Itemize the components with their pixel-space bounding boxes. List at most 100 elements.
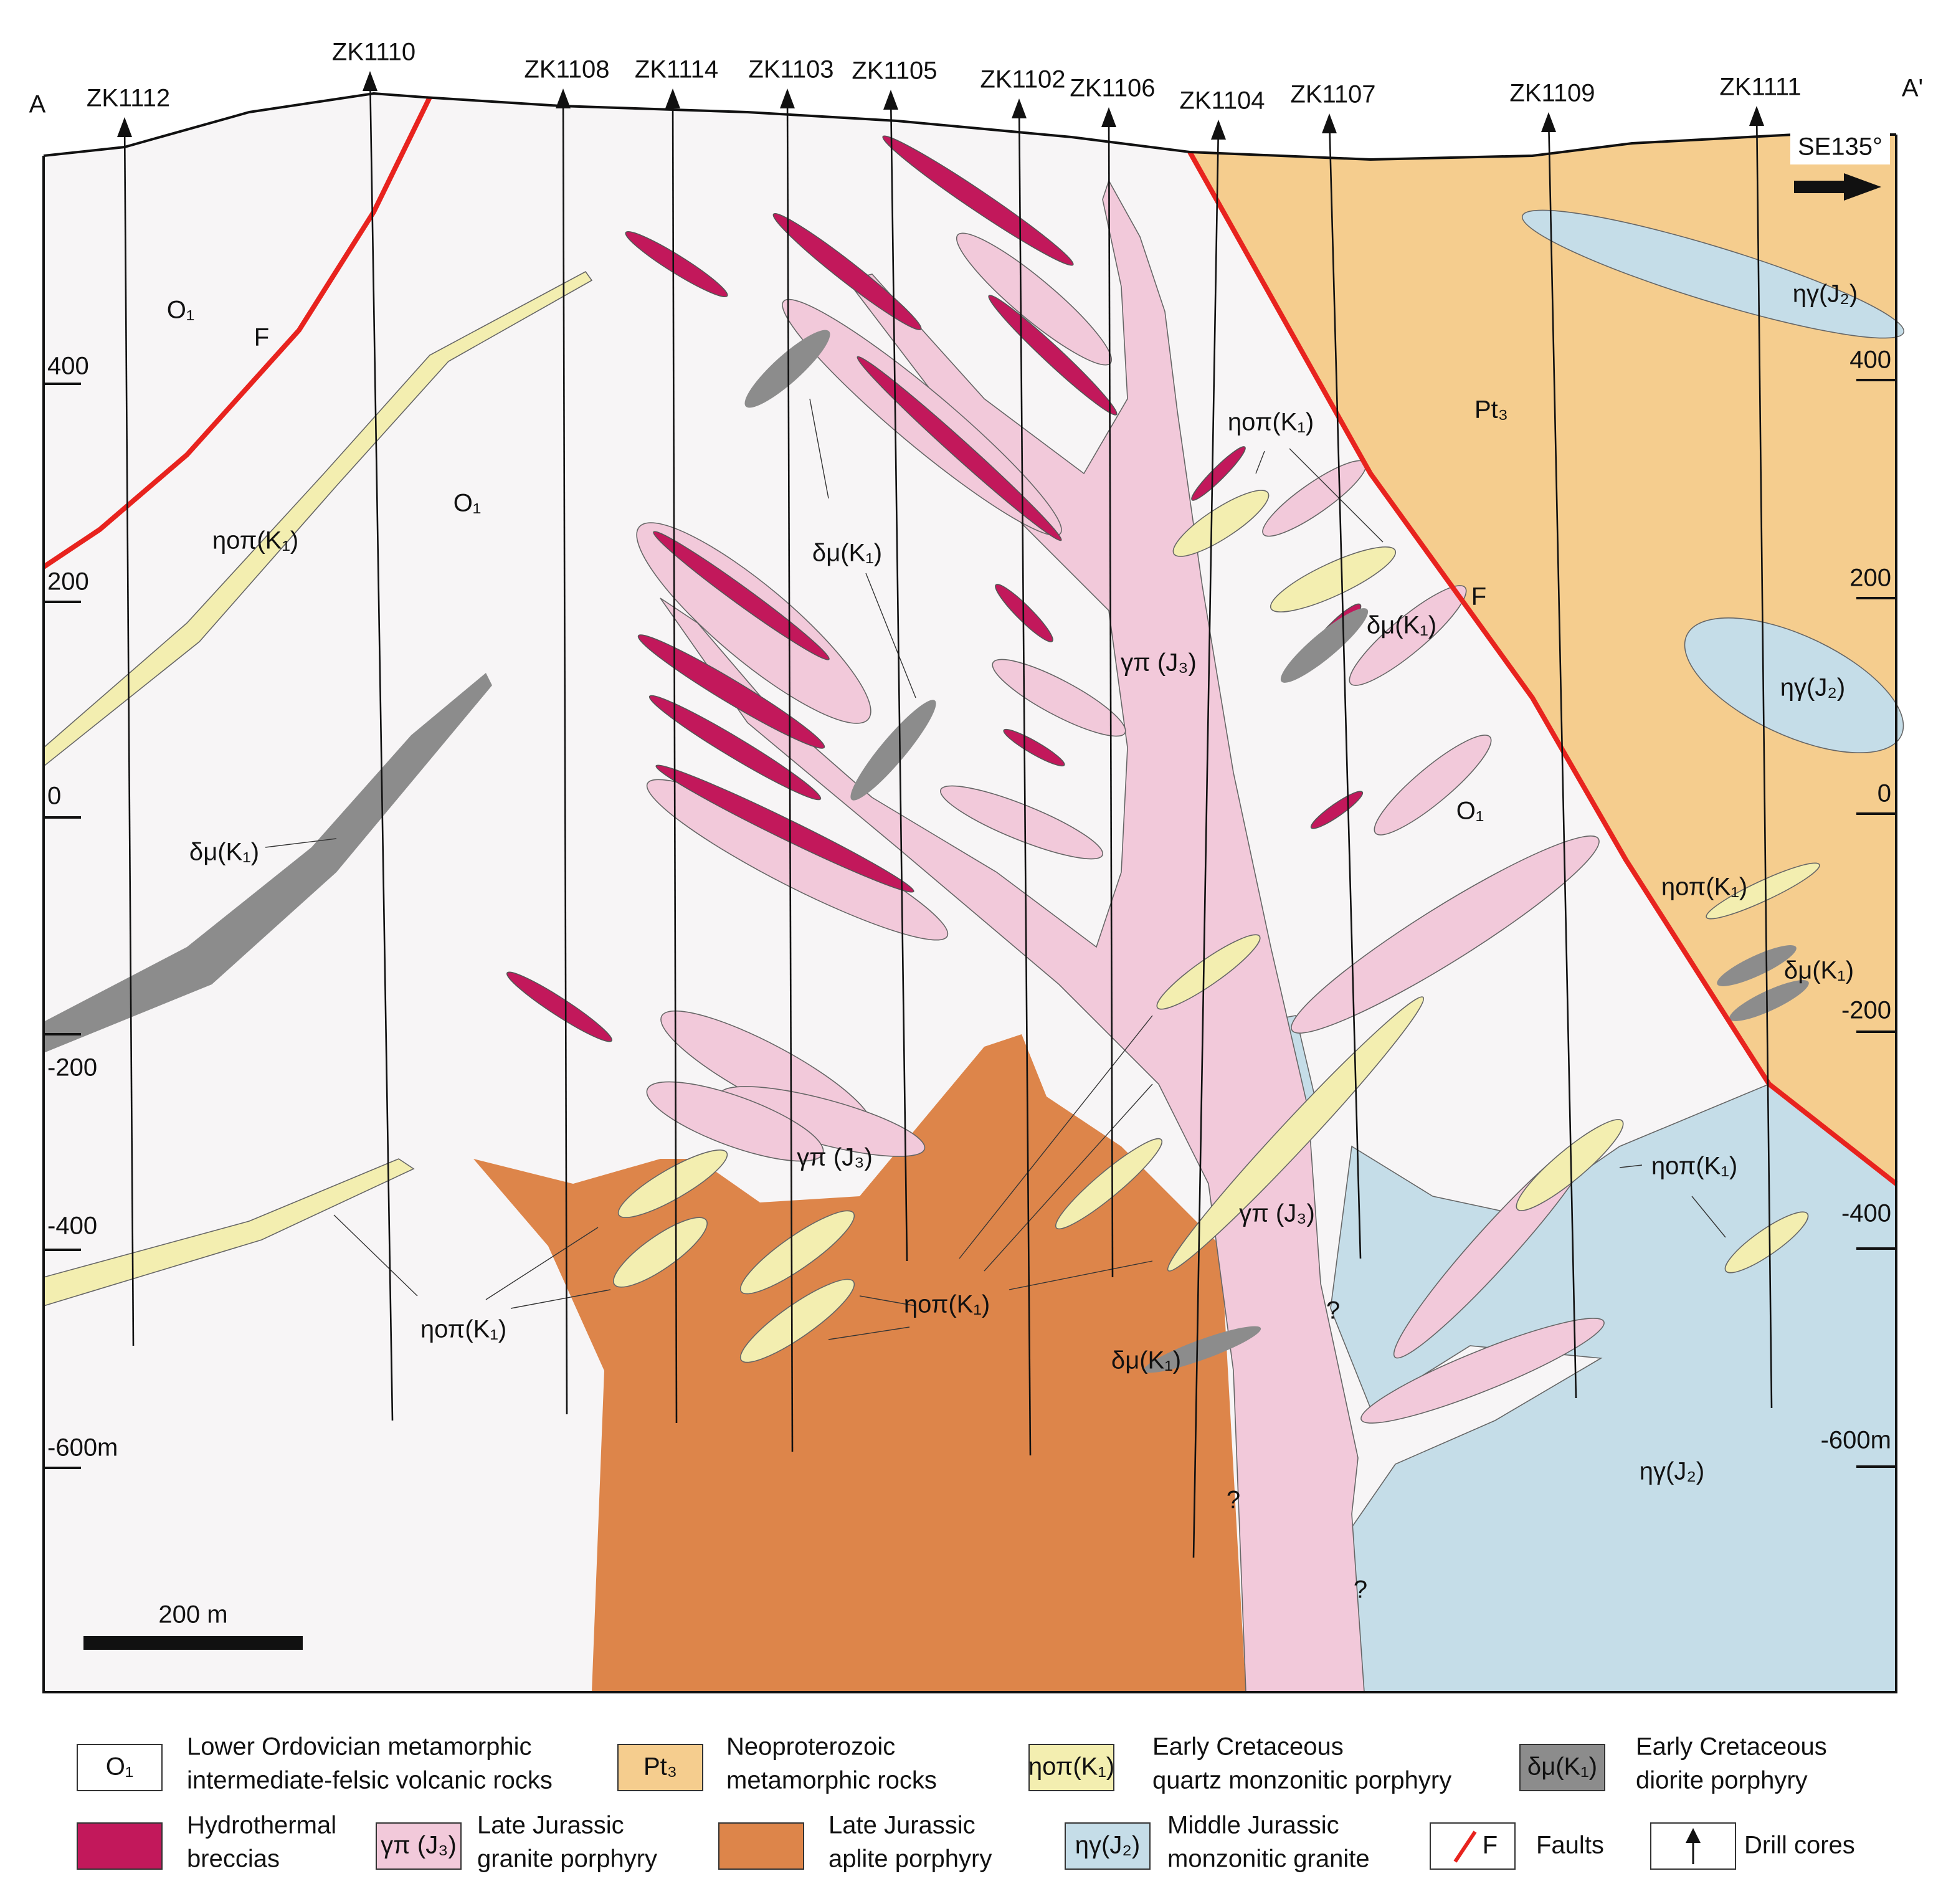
diorite-dike bbox=[1143, 1326, 1261, 1373]
elevation-label: -600m bbox=[1821, 1427, 1891, 1454]
legend-label: Late Jurassic bbox=[477, 1812, 624, 1839]
breccia bbox=[882, 135, 1074, 266]
legend-label: aplite porphyry bbox=[828, 1845, 992, 1873]
map-label: F bbox=[254, 324, 269, 351]
drill-hole-label: ZK1109 bbox=[1509, 80, 1595, 107]
drill-hole bbox=[890, 94, 908, 1262]
elevation-label: -400 bbox=[1841, 1200, 1891, 1227]
map-label: Pt₃ bbox=[1474, 396, 1508, 424]
map-label: γπ (J₃) bbox=[1239, 1200, 1315, 1227]
qmp-dike bbox=[617, 1150, 728, 1218]
legend-swatch bbox=[1065, 1822, 1151, 1870]
drill-arrow bbox=[1211, 120, 1226, 140]
map-label: ηγ(J₂) bbox=[1780, 674, 1845, 702]
legend-symbol: O₁ bbox=[106, 1753, 134, 1781]
granite-porphyry bbox=[636, 522, 871, 724]
scale-bar-label: 200 m bbox=[158, 1601, 227, 1629]
map-label: ? bbox=[1227, 1487, 1240, 1514]
legend-swatch bbox=[617, 1744, 703, 1791]
legend-fault-symbol bbox=[1453, 1830, 1477, 1863]
njg-lens bbox=[1521, 209, 1905, 339]
legend-symbol: ηοπ(K₁) bbox=[1028, 1753, 1114, 1781]
map-label: ηοπ(K₁) bbox=[1228, 409, 1314, 436]
legend-symbol: ηγ(J₂) bbox=[1075, 1832, 1140, 1859]
map-label: ηοπ(K₁) bbox=[420, 1316, 506, 1343]
breccia bbox=[1310, 791, 1364, 829]
leader-line bbox=[1289, 448, 1384, 543]
map-label: ηοπ(K₁) bbox=[1661, 873, 1747, 901]
drill-hole bbox=[1547, 117, 1577, 1399]
granite-porphyry bbox=[1374, 735, 1492, 835]
drill-hole bbox=[1192, 124, 1220, 1558]
qmp-dike bbox=[1156, 934, 1261, 1010]
legend-swatch bbox=[1028, 1744, 1114, 1791]
legend-label: Drill cores bbox=[1744, 1832, 1855, 1859]
elevation-label: 0 bbox=[1878, 780, 1891, 807]
diorite-dike bbox=[44, 673, 492, 1053]
elevation-label: -600m bbox=[47, 1434, 118, 1462]
map-label: ηοπ(K₁) bbox=[904, 1291, 990, 1318]
diorite-dike bbox=[744, 330, 830, 408]
direction-box bbox=[1790, 132, 1890, 164]
legend-label: monzonitic granite bbox=[1167, 1845, 1370, 1873]
drill-hole-label: ZK1103 bbox=[748, 56, 833, 83]
diorite-dike bbox=[1729, 980, 1809, 1021]
drill-arrow bbox=[1101, 107, 1116, 127]
leader-line bbox=[1619, 1164, 1643, 1168]
legend-swatch bbox=[1519, 1744, 1605, 1791]
leader-line bbox=[485, 1227, 599, 1300]
elevation-label: -200 bbox=[47, 1054, 97, 1082]
granite-porphyry bbox=[1360, 1318, 1605, 1424]
drill-hole-label: ZK1112 bbox=[87, 85, 170, 112]
map-label: γπ (J₃) bbox=[797, 1144, 873, 1171]
breccia bbox=[772, 212, 922, 331]
qmp-dike bbox=[1706, 862, 1820, 920]
drill-hole-label: ZK1106 bbox=[1070, 75, 1155, 102]
fault bbox=[42, 96, 432, 569]
leader-line bbox=[828, 1326, 910, 1340]
elevation-label: 400 bbox=[1849, 346, 1891, 374]
drill-hole bbox=[1018, 103, 1032, 1456]
drill-hole bbox=[1755, 110, 1773, 1409]
drill-arrow bbox=[117, 117, 132, 137]
legend-swatch bbox=[77, 1744, 163, 1791]
breccia bbox=[1003, 728, 1065, 767]
drill-arrow bbox=[665, 88, 680, 108]
map-label: F bbox=[1471, 583, 1486, 611]
legend-swatch bbox=[376, 1822, 462, 1870]
qmp-dike bbox=[1167, 996, 1425, 1272]
map-label: ηοπ(K₁) bbox=[1651, 1153, 1737, 1180]
drill-hole bbox=[123, 121, 135, 1346]
drill-hole bbox=[786, 93, 794, 1452]
drill-hole-label: ZK1105 bbox=[852, 57, 937, 85]
drill-arrow bbox=[1541, 112, 1556, 132]
drill-arrow bbox=[556, 88, 571, 108]
drill-hole bbox=[672, 93, 678, 1424]
granite-porphyry bbox=[1349, 585, 1467, 686]
legend-swatch bbox=[1430, 1822, 1516, 1870]
direction-arrow bbox=[1794, 173, 1881, 201]
breccia bbox=[1191, 446, 1246, 501]
map-label: ? bbox=[1354, 1576, 1367, 1604]
drill-hole-label: ZK1111 bbox=[1719, 74, 1801, 101]
leader-line bbox=[1691, 1196, 1726, 1238]
map-label: δμ(K₁) bbox=[189, 839, 259, 866]
qmp-dike bbox=[612, 1217, 708, 1288]
leader-line bbox=[510, 1289, 611, 1309]
legend-label: diorite porphyry bbox=[1636, 1767, 1808, 1794]
drill-arrow bbox=[363, 71, 377, 91]
drill-hole-label: ZK1104 bbox=[1179, 87, 1265, 115]
legend-label: breccias bbox=[187, 1845, 280, 1873]
qmp-dike bbox=[1172, 490, 1270, 557]
elevation-label: 200 bbox=[47, 568, 89, 596]
drill-hole-label: ZK1110 bbox=[332, 39, 415, 66]
qmp-dike bbox=[1270, 546, 1397, 612]
legend-label: Early Cretaceous bbox=[1636, 1733, 1827, 1761]
scale-bar bbox=[83, 1636, 303, 1650]
map-label: γπ (J₃) bbox=[1121, 649, 1197, 677]
breccia bbox=[653, 531, 830, 660]
legend-swatch bbox=[77, 1822, 163, 1870]
drill-arrow bbox=[883, 90, 898, 110]
legend-symbol: δμ(K₁) bbox=[1527, 1753, 1597, 1781]
